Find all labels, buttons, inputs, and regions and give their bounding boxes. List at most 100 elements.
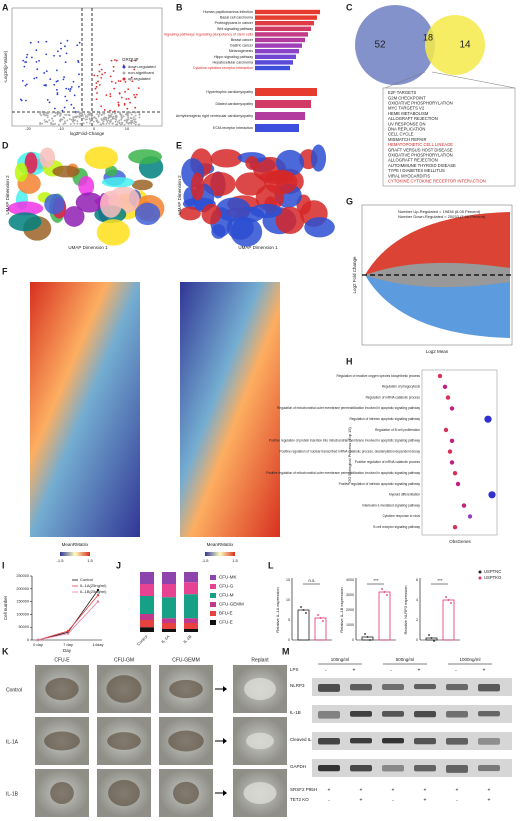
label: Cytokine-cytokine receptor interaction xyxy=(193,66,253,70)
cluster xyxy=(216,197,251,222)
bar xyxy=(255,32,308,37)
point xyxy=(111,122,114,125)
point xyxy=(72,118,75,120)
legend-label: IL-1B(25ng/ml) xyxy=(80,589,107,594)
legend-label: CFU-E xyxy=(219,620,233,625)
label: Regulation of mitochondrial outer membra… xyxy=(277,406,420,410)
label: OXIDATIVE PHOSPHORYLATION xyxy=(388,153,453,158)
point xyxy=(73,94,76,97)
point xyxy=(105,123,108,125)
point xyxy=(64,95,67,98)
label: Cell number xyxy=(3,595,8,620)
point xyxy=(73,122,76,125)
legend-label: CFU-GEMM xyxy=(219,602,244,607)
point xyxy=(72,116,74,118)
point xyxy=(56,92,59,94)
point xyxy=(96,74,99,77)
point xyxy=(78,115,80,118)
label: UV RESPONSE DN xyxy=(388,121,425,126)
label: Cytokine response to virus xyxy=(382,514,420,518)
point xyxy=(478,570,482,574)
point xyxy=(63,106,66,109)
point xyxy=(25,99,27,102)
label: NLRP3 xyxy=(290,683,305,688)
point xyxy=(484,415,492,423)
panel-letter: A xyxy=(2,2,9,12)
label: Basal cell carcinoma xyxy=(220,16,253,20)
point xyxy=(25,56,28,59)
band xyxy=(382,684,404,691)
point xyxy=(65,87,68,90)
label: USPTNC xyxy=(484,569,501,574)
band xyxy=(414,711,436,718)
label: Replant xyxy=(251,657,269,663)
label: Positive regulation of mitochondrial out… xyxy=(266,471,420,475)
point xyxy=(445,596,447,598)
point xyxy=(72,80,75,83)
point xyxy=(97,80,99,83)
point xyxy=(46,116,49,119)
label: Number Down-Regulated = 20033 (7.06 Perc… xyxy=(398,214,486,219)
label: Proteoglycans in cancer xyxy=(215,21,254,25)
label: OXIDATIVE PHOSPHORYLATION xyxy=(388,101,453,106)
point xyxy=(35,60,38,63)
label: n.s. xyxy=(308,578,315,583)
point xyxy=(101,111,104,114)
label: Relative IL-1B expression xyxy=(339,587,344,633)
point xyxy=(67,88,70,91)
bar-segment xyxy=(140,614,154,620)
label: UMAP Dimension 2 xyxy=(177,175,182,215)
point xyxy=(134,123,137,126)
legend-label: BFU-E xyxy=(219,611,233,616)
label: Regulation of mRNA catabolic process xyxy=(366,395,421,399)
point xyxy=(79,122,82,125)
point xyxy=(39,121,42,124)
label: + xyxy=(488,787,491,793)
label: Myeloid differentiation xyxy=(389,493,420,497)
panel-letter: G xyxy=(346,196,353,206)
point xyxy=(59,114,62,116)
y-tick-label: 150000 xyxy=(16,600,29,604)
point xyxy=(77,61,80,64)
panel-h-frame xyxy=(421,369,498,536)
point xyxy=(36,68,39,71)
point xyxy=(437,373,443,379)
point xyxy=(81,113,84,116)
point xyxy=(54,123,57,125)
label: ALLOGRAFT REJECTION xyxy=(388,116,438,121)
point xyxy=(96,119,99,122)
label: + xyxy=(392,787,395,793)
band xyxy=(350,711,372,717)
legend-swatch xyxy=(210,611,216,616)
bar xyxy=(255,88,317,96)
blot xyxy=(312,705,512,723)
legend-label: CFU-MK xyxy=(219,575,237,580)
point xyxy=(50,117,53,120)
point xyxy=(60,42,62,45)
point xyxy=(70,86,73,88)
point xyxy=(49,78,52,81)
panel-letter: H xyxy=(346,356,353,366)
point xyxy=(66,629,70,633)
label: - xyxy=(325,667,327,673)
label: HEME METABOLISM xyxy=(388,111,429,116)
point xyxy=(138,112,141,114)
label: Positive regulation of protein insertion… xyxy=(269,439,421,443)
cluster xyxy=(179,206,201,221)
point xyxy=(41,122,43,125)
point xyxy=(66,39,69,42)
point xyxy=(127,98,130,100)
point xyxy=(120,118,123,121)
bar xyxy=(442,599,455,641)
point xyxy=(53,107,56,110)
band xyxy=(382,765,404,772)
point xyxy=(56,79,59,82)
point xyxy=(43,72,46,74)
point xyxy=(447,449,453,454)
point xyxy=(449,438,455,443)
label: Log2 Fold Change xyxy=(352,256,357,294)
label: 6 xyxy=(416,578,418,582)
cluster xyxy=(52,165,80,178)
point xyxy=(117,103,120,106)
